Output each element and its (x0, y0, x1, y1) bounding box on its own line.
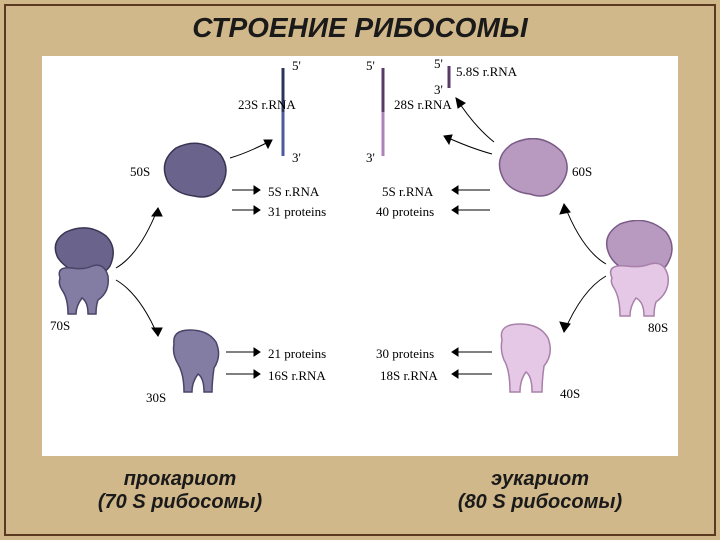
prok-50s (158, 142, 230, 202)
euk-40s-to-30 (446, 344, 494, 358)
label-30s: 30S (146, 390, 166, 406)
prok-3prime: 3' (292, 150, 301, 166)
euk-3prime-2: 3' (434, 82, 443, 98)
label-40s: 40S (560, 386, 580, 402)
euk-3prime-1: 3' (366, 150, 375, 166)
label-16s: 16S r.RNA (268, 368, 326, 384)
label-50s: 50S (130, 164, 150, 180)
prok-split-arrow (102, 196, 182, 346)
prok-50s-to-5s (230, 182, 266, 196)
label-60s: 60S (572, 164, 592, 180)
label-5s-prok: 5S r.RNA (268, 184, 319, 200)
label-28s: 28S r.RNA (394, 98, 452, 112)
prok-5prime: 5' (292, 58, 301, 74)
label-40prot: 40 proteins (376, 204, 434, 220)
euk-40s-to-18s (446, 366, 494, 380)
euk-5prime-2: 5' (434, 56, 443, 72)
prok-50s-to-23s (226, 134, 282, 164)
page-title: СТРОЕНИЕ РИБОСОМЫ (0, 12, 720, 44)
label-80s: 80S (648, 320, 668, 336)
label-23s: 23S r.RNA (238, 98, 296, 112)
euk-60s-to-5s (446, 182, 492, 196)
label-70s: 70S (50, 318, 70, 334)
label-30prot: 30 proteins (376, 346, 434, 362)
euk-58s-bar (444, 64, 454, 92)
label-5s-euk: 5S r.RNA (382, 184, 433, 200)
label-58s: 5.8S r.RNA (456, 64, 517, 80)
label-31prot: 31 proteins (268, 204, 326, 220)
prok-50s-to-31 (230, 202, 266, 216)
euk-60s-to-58s (450, 92, 498, 148)
prok-30s-to-16s (224, 366, 266, 380)
euk-28s-bar (376, 64, 390, 160)
prok-30s-to-21 (224, 344, 266, 358)
euk-60s-to-40 (446, 202, 492, 216)
euk-5prime-1: 5' (366, 58, 375, 74)
prok-caption: прокариот (70 S рибосомы) (70, 468, 290, 514)
ribosome-diagram: 70S 50S 30S 5' 3' 23S r.RNA 5S r.RNA 31 … (42, 56, 678, 456)
label-18s: 18S r.RNA (380, 368, 438, 384)
euk-caption: эукариот (80 S рибосомы) (430, 468, 650, 514)
euk-split-arrow (540, 192, 620, 342)
label-21prot: 21 proteins (268, 346, 326, 362)
